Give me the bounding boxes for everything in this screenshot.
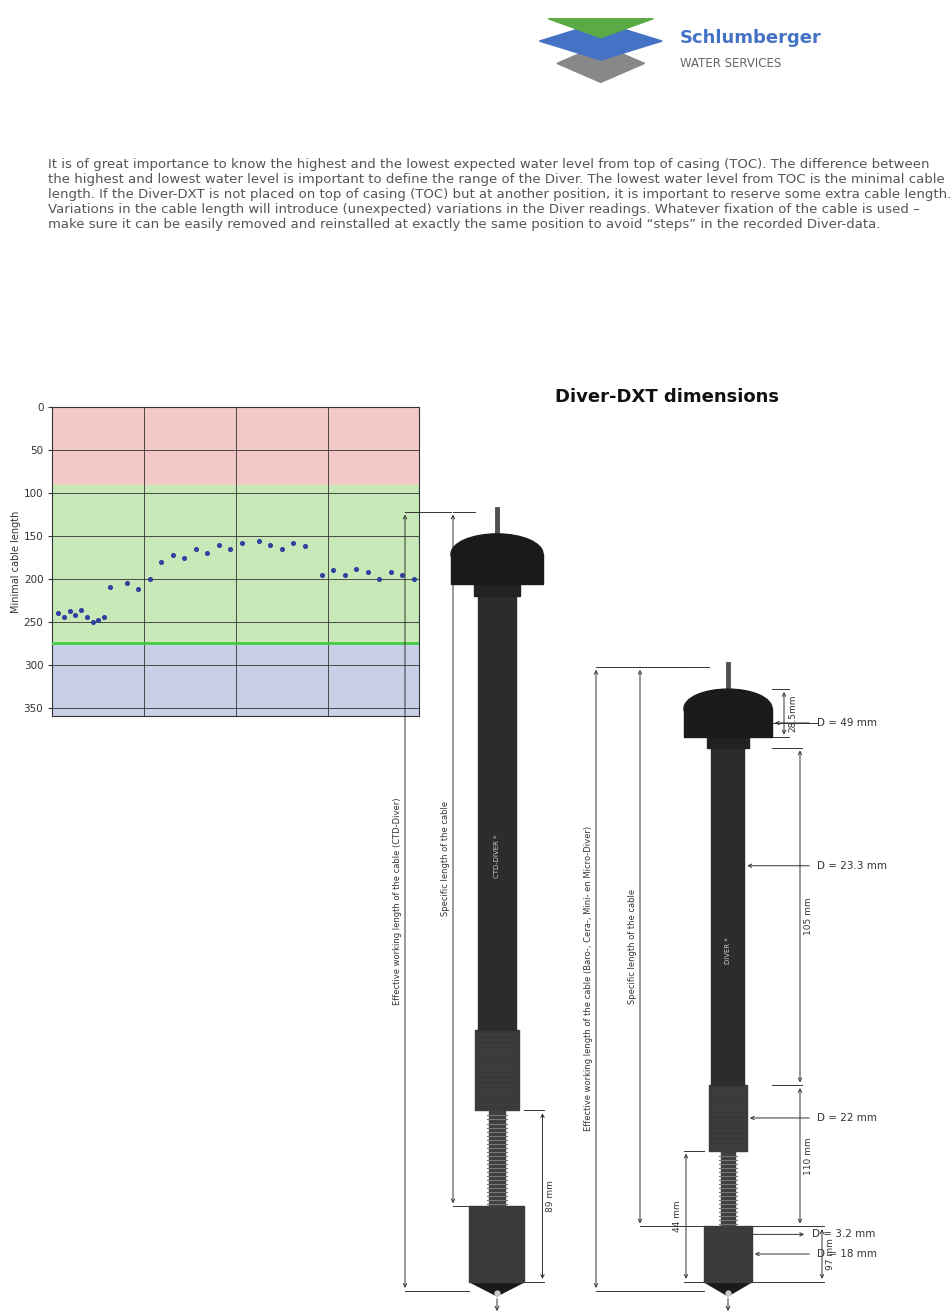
Y-axis label: Minimal cable length: Minimal cable length [10,511,21,612]
Text: D = 18 mm: D = 18 mm [816,1250,876,1259]
Bar [478,597,515,1030]
Point [297,536,312,557]
Bar [711,748,744,1085]
Polygon shape [469,1281,524,1296]
Text: DIVER *: DIVER * [724,937,730,963]
Point [314,564,329,585]
Point [165,544,180,565]
Bar [706,737,748,748]
Text: 105 mm: 105 mm [803,897,812,936]
Point [188,539,203,560]
Text: 44 mm: 44 mm [672,1201,682,1233]
Text: 97 mm: 97 mm [825,1238,834,1269]
Text: Specific length of the cable: Specific length of the cable [441,802,450,916]
Bar [474,1030,519,1110]
Text: Diver-DXT dimensions: Diver-DXT dimensions [554,389,779,406]
Text: D = 49 mm: D = 49 mm [816,717,876,728]
Point [337,564,352,585]
Text: 89 mm: 89 mm [545,1180,555,1212]
Point [73,599,89,620]
Point [326,560,341,581]
Point [286,532,301,553]
Text: D = 23.3 mm: D = 23.3 mm [816,861,886,871]
Text: D = 3.2 mm: D = 3.2 mm [811,1230,875,1239]
Text: Schlumberger: Schlumberger [679,29,821,47]
Bar [708,1085,746,1151]
Point [62,600,77,622]
Bar [52,485,419,644]
Point [102,577,117,598]
Point [119,573,134,594]
Polygon shape [556,45,644,83]
Polygon shape [704,1281,751,1296]
Point [222,539,237,560]
Text: 110 mm: 110 mm [803,1137,812,1175]
Bar [469,1206,524,1281]
Ellipse shape [684,689,771,728]
Point [68,604,83,625]
Point [274,539,289,560]
Point [210,533,226,555]
Text: Effective working length of the cable (Baro-, Cera-, Mini- en Micro-Diver): Effective working length of the cable (B… [584,827,593,1131]
Point [142,569,157,590]
Point [153,552,169,573]
Point [176,548,191,569]
Bar [704,1226,751,1281]
Point [234,532,249,553]
Point [251,531,267,552]
Ellipse shape [450,533,543,574]
Polygon shape [539,22,662,60]
Text: D = 22 mm: D = 22 mm [816,1113,876,1123]
Bar [721,1151,734,1226]
Point [383,561,398,582]
Bar [52,644,419,716]
Point [406,569,421,590]
Point [199,543,214,564]
Bar [684,708,771,737]
Text: WATER SERVICES: WATER SERVICES [679,57,780,70]
Point [130,578,146,599]
Point [90,610,106,631]
Point [79,606,94,627]
Point [360,561,375,582]
Bar [52,407,419,485]
Text: Effective working length of the cable (CTD-Diver): Effective working length of the cable (C… [393,798,402,1005]
Point [56,606,71,627]
Text: It is of great importance to know the highest and the lowest expected water leve: It is of great importance to know the hi… [48,158,950,231]
Point [348,558,364,579]
Polygon shape [547,18,653,38]
Text: Specific length of the cable: Specific length of the cable [627,890,637,1004]
Point [371,569,387,590]
Text: 28.5mm: 28.5mm [787,695,796,732]
Text: CTD-DIVER *: CTD-DIVER * [493,834,500,878]
Point [50,603,66,624]
Point [263,533,278,555]
Bar [488,1110,505,1206]
Point [85,611,100,632]
Point [394,564,409,585]
Point [96,607,111,628]
Bar [450,555,543,585]
Bar [473,585,520,597]
